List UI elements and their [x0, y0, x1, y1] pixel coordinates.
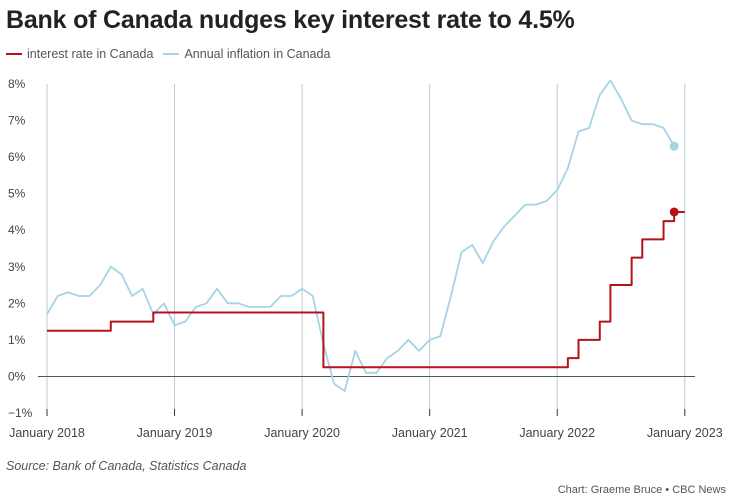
legend-item-interest-rate: interest rate in Canada: [6, 47, 153, 61]
series-line-interest-rate-in-canada: [47, 210, 685, 369]
x-tick-label: January 2022: [519, 426, 595, 440]
chart-title: Bank of Canada nudges key interest rate …: [6, 6, 575, 34]
x-tick-label: January 2023: [647, 426, 723, 440]
y-tick-label: 1%: [8, 333, 26, 347]
y-tick-label: 6%: [8, 150, 26, 164]
legend-item-inflation: Annual inflation in Canada: [163, 47, 330, 61]
x-tick-label: January 2020: [264, 426, 340, 440]
legend-label-inflation: Annual inflation in Canada: [184, 47, 331, 61]
y-tick-label: 4%: [8, 223, 26, 237]
chart-credit: Chart: Graeme Bruce • CBC News: [557, 484, 726, 496]
y-tick-label: 7%: [8, 114, 26, 128]
source-note: Source: Bank of Canada, Statistics Canad…: [6, 459, 247, 473]
y-tick-label: 8%: [8, 77, 26, 91]
x-tick-label: January 2019: [137, 426, 213, 440]
x-tick-label: January 2018: [9, 426, 85, 440]
legend-swatch-inflation: [163, 53, 180, 55]
y-tick-label: 2%: [8, 296, 26, 310]
legend-label-interest-rate: interest rate in Canada: [27, 47, 154, 61]
y-tick-label: −1%: [8, 406, 33, 420]
x-tick-label: January 2021: [392, 426, 468, 440]
x-axis-ticks: January 2018 January 2019 January 2020 Janu…: [9, 409, 723, 440]
y-tick-label: 5%: [8, 187, 26, 201]
series-layer: [46, 79, 685, 392]
end-marker-interest-rate-in-canada: [669, 207, 679, 217]
chart-legend: interest rate in Canada Annual inflation…: [6, 47, 340, 61]
end-marker-annual-inflation-in-canada: [669, 141, 679, 151]
y-tick-label: 3%: [8, 260, 26, 274]
grid-layer: [38, 84, 695, 409]
legend-swatch-interest-rate: [6, 53, 22, 55]
y-axis-ticks: −1% 0% 1% 2% 3% 4% 5% 6% 7% 8%: [8, 77, 33, 420]
y-tick-label: 0%: [8, 369, 26, 383]
series-line-annual-inflation-in-canada: [46, 79, 675, 392]
